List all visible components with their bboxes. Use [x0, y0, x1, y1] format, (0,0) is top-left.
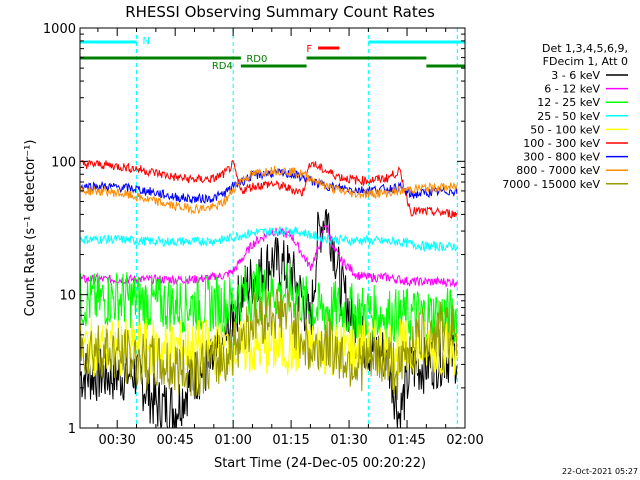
series-line [80, 209, 458, 429]
legend-entry-label: 50 - 100 keV [530, 123, 600, 136]
legend-header-line: Det 1,3,4,5,6,9, [542, 42, 628, 55]
y-tick-label: 100 [51, 155, 76, 170]
legend-entry-label: 7000 - 15000 keV [502, 178, 600, 191]
state-label-rd4: RD4 [212, 61, 233, 72]
x-tick-label: 00:30 [98, 433, 135, 448]
state-label-rd0: RD0 [246, 54, 267, 65]
legend-entry-label: 100 - 300 keV [523, 137, 600, 150]
timestamp: 22-Oct-2021 05:27 [562, 467, 638, 476]
x-tick-label: 01:45 [388, 433, 425, 448]
legend-entry-label: 300 - 800 keV [523, 151, 600, 164]
state-label-f: F [306, 44, 312, 55]
chart-title: RHESSI Observing Summary Count Rates [125, 3, 435, 21]
x-tick-label: 01:15 [272, 433, 309, 448]
legend-entry-label: 25 - 50 keV [537, 110, 600, 123]
x-tick-label: 01:00 [214, 433, 251, 448]
series-line [80, 263, 458, 345]
series-line [80, 225, 458, 253]
x-tick-label: 00:45 [156, 433, 193, 448]
y-tick-label: 1 [68, 422, 76, 437]
y-tick-label: 10 [59, 289, 76, 304]
plot-frame [79, 27, 466, 429]
legend-header-line: FDecim 1, Att 0 [543, 55, 628, 68]
x-tick-label: 02:00 [446, 433, 483, 448]
x-axis-label: Start Time (24-Dec-05 00:20:22) [214, 456, 426, 471]
y-tick-label: 1000 [43, 22, 76, 37]
legend-entry-label: 3 - 6 keV [551, 69, 600, 82]
series-line [80, 165, 458, 215]
y-axis-label: Count Rate (s⁻¹ detector⁻¹) [23, 140, 38, 317]
state-label-n: N [143, 36, 150, 47]
legend-entry-label: 800 - 7000 keV [516, 164, 600, 177]
series-line [80, 159, 458, 219]
series-line [80, 168, 458, 204]
legend-entry-label: 12 - 25 keV [537, 96, 600, 109]
series-line [80, 288, 458, 400]
legend-entry-label: 6 - 12 keV [544, 83, 600, 96]
x-tick-label: 01:30 [330, 433, 367, 448]
